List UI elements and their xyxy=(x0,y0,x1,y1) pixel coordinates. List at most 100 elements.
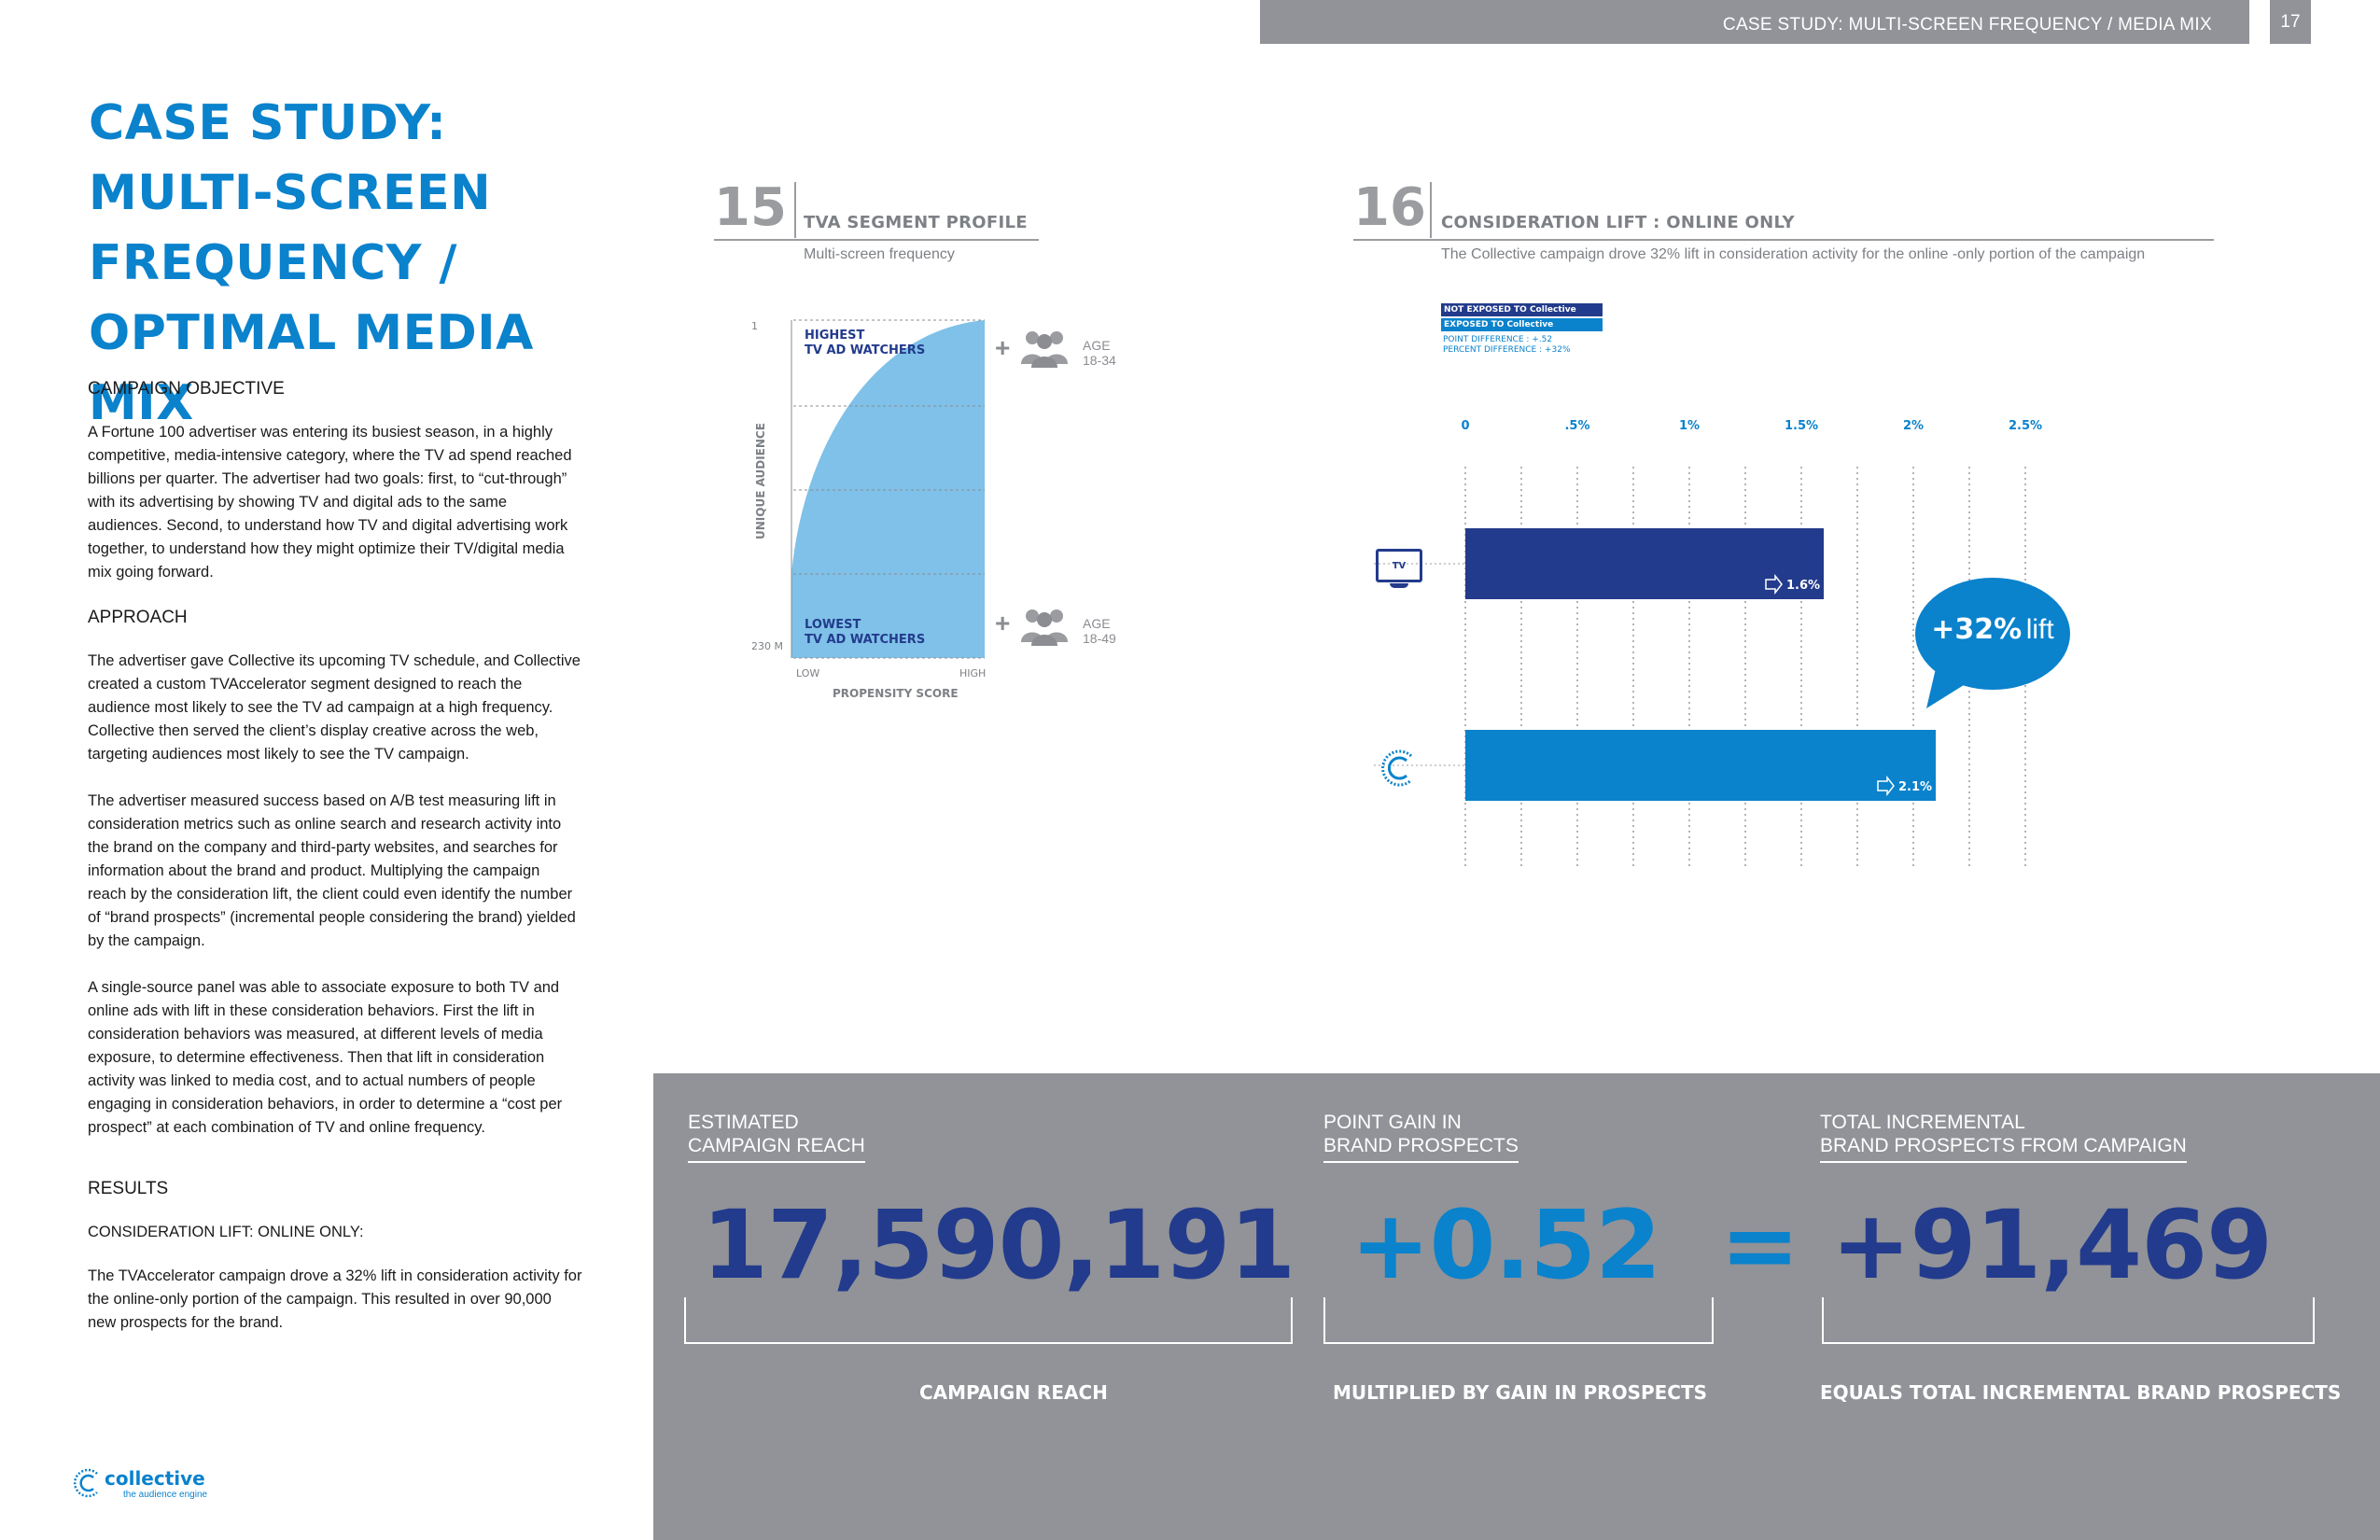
legend-exposed: EXPOSED TO Collective xyxy=(1441,318,1603,331)
label-line: CAMPAIGN REACH xyxy=(688,1134,865,1163)
legend-differences: POINT DIFFERENCE : +.52 PERCENT DIFFEREN… xyxy=(1443,335,1571,356)
label-line: TV AD WATCHERS xyxy=(805,633,926,647)
label-line: BRAND PROSPECTS xyxy=(1323,1134,1519,1163)
results-heading: RESULTS xyxy=(88,1179,169,1198)
bar-value-label: 1.6% xyxy=(1786,579,1820,593)
page-title-line: MULTI-SCREEN xyxy=(89,165,492,221)
page-title: CASE STUDY: MULTI-SCREEN FREQUENCY / OPT… xyxy=(89,89,649,439)
x-tick-label: 1.5% xyxy=(1785,419,1818,433)
tv-icon-label: TV xyxy=(1376,549,1422,582)
y-axis-bottom-label: 230 M xyxy=(751,640,783,652)
label-line: LOWEST xyxy=(805,618,861,632)
chart-subtitle: The Collective campaign drove 32% lift i… xyxy=(1441,246,2146,262)
plus-icon: + xyxy=(995,609,1011,637)
collective-c-icon xyxy=(1381,749,1413,787)
total-label: TOTAL INCREMENTAL BRAND PROSPECTS FROM C… xyxy=(1820,1111,2187,1163)
x-tick-label: 2% xyxy=(1903,419,1924,433)
body-text: CAMPAIGN OBJECTIVE A Fortune 100 adverti… xyxy=(88,377,582,1358)
stats-panel xyxy=(653,1073,2380,1540)
results-subheading: CONSIDERATION LIFT: ONLINE ONLY: xyxy=(88,1224,364,1240)
total-value: +91,469 xyxy=(1831,1190,2273,1301)
y-axis-top-label: 1 xyxy=(751,320,758,332)
approach-paragraph: The advertiser gave Collective its upcom… xyxy=(88,652,581,763)
page-number: 17 xyxy=(2270,0,2311,44)
reach-label: ESTIMATED CAMPAIGN REACH xyxy=(688,1111,865,1163)
page-title-line: CASE STUDY: xyxy=(89,95,447,151)
divider xyxy=(1353,239,2214,241)
age-line: 18-34 xyxy=(1083,353,1116,368)
label-line: BRAND PROSPECTS FROM CAMPAIGN xyxy=(1820,1134,2187,1163)
percent-difference: PERCENT DIFFERENCE : +32% xyxy=(1443,345,1571,355)
chart-title: TVA SEGMENT PROFILE xyxy=(804,213,1028,232)
x-tick-label: 1% xyxy=(1679,419,1700,433)
lift-value: +32% xyxy=(1931,613,2023,646)
bar-tv xyxy=(1465,528,1824,599)
chart-number: 15 xyxy=(714,177,787,238)
reach-footer: CAMPAIGN REACH xyxy=(919,1381,1108,1404)
label-line: TOTAL INCREMENTAL xyxy=(1820,1112,2025,1133)
bar-collective xyxy=(1465,730,1936,801)
label-line: TV AD WATCHERS xyxy=(805,343,926,357)
legend-not-exposed: NOT EXPOSED TO Collective xyxy=(1441,303,1603,316)
arrow-icon xyxy=(1877,775,1895,797)
gain-value: +0.52 xyxy=(1351,1190,1661,1301)
tv-icon: TV xyxy=(1376,549,1422,588)
page-title-line: OPTIMAL MEDIA MIX xyxy=(89,305,534,431)
age-line: 18-49 xyxy=(1083,631,1116,646)
equals-sign: = xyxy=(1720,1190,1799,1301)
header-title: CASE STUDY: MULTI-SCREEN FREQUENCY / MED… xyxy=(1722,15,2212,35)
chart-number: 16 xyxy=(1353,177,1426,238)
audience-curve-area xyxy=(791,320,985,658)
label-line: ESTIMATED xyxy=(688,1112,799,1133)
chart-title: CONSIDERATION LIFT : ONLINE ONLY xyxy=(1441,213,1795,232)
bar-value-label: 2.1% xyxy=(1898,780,1932,794)
tv-icon-stand xyxy=(1390,583,1408,588)
lowest-watchers-label: LOWEST TV AD WATCHERS xyxy=(805,618,925,648)
x-tick-label: 2.5% xyxy=(2009,419,2042,433)
gain-bracket xyxy=(1323,1297,1714,1344)
results-text: The TVAccelerator campaign drove a 32% l… xyxy=(88,1267,582,1331)
lift-callout-text: +32% lift xyxy=(1923,613,2063,646)
lift-callout-bubble xyxy=(1915,578,2070,708)
objective-text: A Fortune 100 advertiser was entering it… xyxy=(88,424,572,581)
age-line: AGE xyxy=(1083,616,1111,631)
bar-chart: 0 .5% 1% 1.5% 2% 2.5% 1.6% 2.1% xyxy=(1374,419,2042,870)
total-bracket xyxy=(1822,1297,2315,1344)
x-tick-label: .5% xyxy=(1564,419,1589,433)
label-line: POINT GAIN IN xyxy=(1323,1112,1462,1133)
plus-icon: + xyxy=(995,333,1011,362)
y-axis-label: UNIQUE AUDIENCE xyxy=(754,423,767,539)
objective-heading: CAMPAIGN OBJECTIVE xyxy=(88,379,285,399)
point-difference: POINT DIFFERENCE : +.52 xyxy=(1443,335,1553,344)
collective-logo-icon xyxy=(73,1468,98,1498)
people-icon xyxy=(1021,331,1068,368)
approach-heading: APPROACH xyxy=(88,608,188,627)
header-bar: CASE STUDY: MULTI-SCREEN FREQUENCY / MED… xyxy=(1260,0,2249,44)
approach-paragraph: The advertiser measured success based on… xyxy=(88,792,576,949)
x-tick-label: 0 xyxy=(1461,419,1469,433)
logo-tagline: the audience engine xyxy=(123,1490,208,1500)
reach-value: 17,590,191 xyxy=(702,1190,1295,1301)
label-line: HIGHEST xyxy=(805,329,865,343)
divider xyxy=(794,182,796,238)
age-bottom: AGE 18-49 xyxy=(1083,616,1116,646)
divider xyxy=(1430,182,1432,238)
approach-paragraph: A single-source panel was able to associ… xyxy=(88,979,563,1136)
logo-wordmark: collective xyxy=(105,1467,205,1490)
lift-word: lift xyxy=(2025,614,2054,645)
total-footer: EQUALS TOTAL INCREMENTAL BRAND PROSPECTS xyxy=(1820,1381,2342,1404)
chart-15-plot xyxy=(791,319,985,659)
gain-label: POINT GAIN IN BRAND PROSPECTS xyxy=(1323,1111,1519,1163)
age-line: AGE xyxy=(1083,338,1111,353)
page-title-line: FREQUENCY / xyxy=(89,235,457,291)
age-top: AGE 18-34 xyxy=(1083,338,1116,368)
chart-subtitle: Multi-screen frequency xyxy=(804,246,955,262)
people-icon xyxy=(1021,609,1068,646)
x-axis-high: HIGH xyxy=(959,667,987,679)
divider xyxy=(714,239,1039,241)
reach-bracket xyxy=(684,1297,1293,1344)
highest-watchers-label: HIGHEST TV AD WATCHERS xyxy=(805,329,925,358)
x-axis-label: PROPENSITY SCORE xyxy=(833,687,959,700)
gain-footer: MULTIPLIED BY GAIN IN PROSPECTS xyxy=(1333,1381,1708,1404)
arrow-icon xyxy=(1765,573,1783,595)
